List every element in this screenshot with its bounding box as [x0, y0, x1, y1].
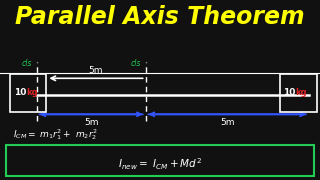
Text: kg: kg: [26, 88, 38, 97]
Text: cls: cls: [22, 58, 32, 68]
Text: cls: cls: [131, 58, 141, 68]
Bar: [6, 145, 314, 176]
Text: 5m: 5m: [89, 66, 103, 75]
Text: Parallel Axis Theorem: Parallel Axis Theorem: [15, 5, 305, 29]
Text: $I_{CM} = \ m_1r_1^2 + \ m_2r_2^2$: $I_{CM} = \ m_1r_1^2 + \ m_2r_2^2$: [13, 127, 98, 141]
Text: 5m: 5m: [220, 118, 235, 127]
Text: 5m: 5m: [84, 118, 99, 127]
Text: $I_{new} = \ I_{CM} + Md^2$: $I_{new} = \ I_{CM} + Md^2$: [118, 156, 202, 172]
Text: 10: 10: [283, 88, 296, 97]
Bar: [10, 74, 46, 112]
Bar: [280, 74, 317, 112]
Text: 10: 10: [14, 88, 26, 97]
Text: kg: kg: [295, 88, 307, 97]
